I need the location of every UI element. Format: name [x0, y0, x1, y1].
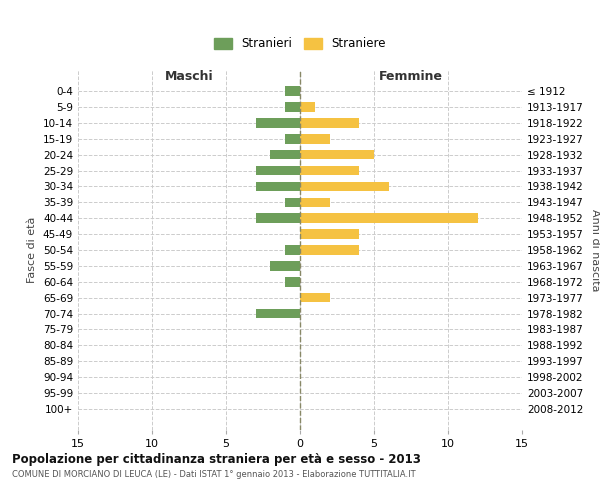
Bar: [256, 166, 300, 175]
Bar: [300, 230, 359, 239]
Bar: [256, 182, 300, 191]
Legend: Stranieri, Straniere: Stranieri, Straniere: [209, 32, 391, 55]
Bar: [256, 214, 300, 223]
Bar: [271, 261, 300, 270]
Bar: [300, 102, 315, 112]
Bar: [300, 166, 359, 175]
Bar: [300, 134, 329, 143]
Bar: [256, 118, 300, 128]
Y-axis label: Anni di nascita: Anni di nascita: [590, 209, 600, 291]
Bar: [285, 86, 300, 96]
Bar: [300, 150, 374, 160]
Bar: [300, 198, 329, 207]
Bar: [300, 214, 478, 223]
Bar: [300, 293, 329, 302]
Y-axis label: Fasce di età: Fasce di età: [28, 217, 37, 283]
Text: Maschi: Maschi: [164, 70, 214, 84]
Bar: [285, 198, 300, 207]
Bar: [256, 309, 300, 318]
Text: COMUNE DI MORCIANO DI LEUCA (LE) - Dati ISTAT 1° gennaio 2013 - Elaborazione TUT: COMUNE DI MORCIANO DI LEUCA (LE) - Dati …: [12, 470, 416, 479]
Text: Femmine: Femmine: [379, 70, 443, 84]
Bar: [300, 245, 359, 255]
Bar: [285, 277, 300, 286]
Bar: [300, 182, 389, 191]
Bar: [285, 134, 300, 143]
Text: Popolazione per cittadinanza straniera per età e sesso - 2013: Popolazione per cittadinanza straniera p…: [12, 452, 421, 466]
Bar: [300, 118, 359, 128]
Bar: [285, 102, 300, 112]
Bar: [285, 245, 300, 255]
Bar: [271, 150, 300, 160]
